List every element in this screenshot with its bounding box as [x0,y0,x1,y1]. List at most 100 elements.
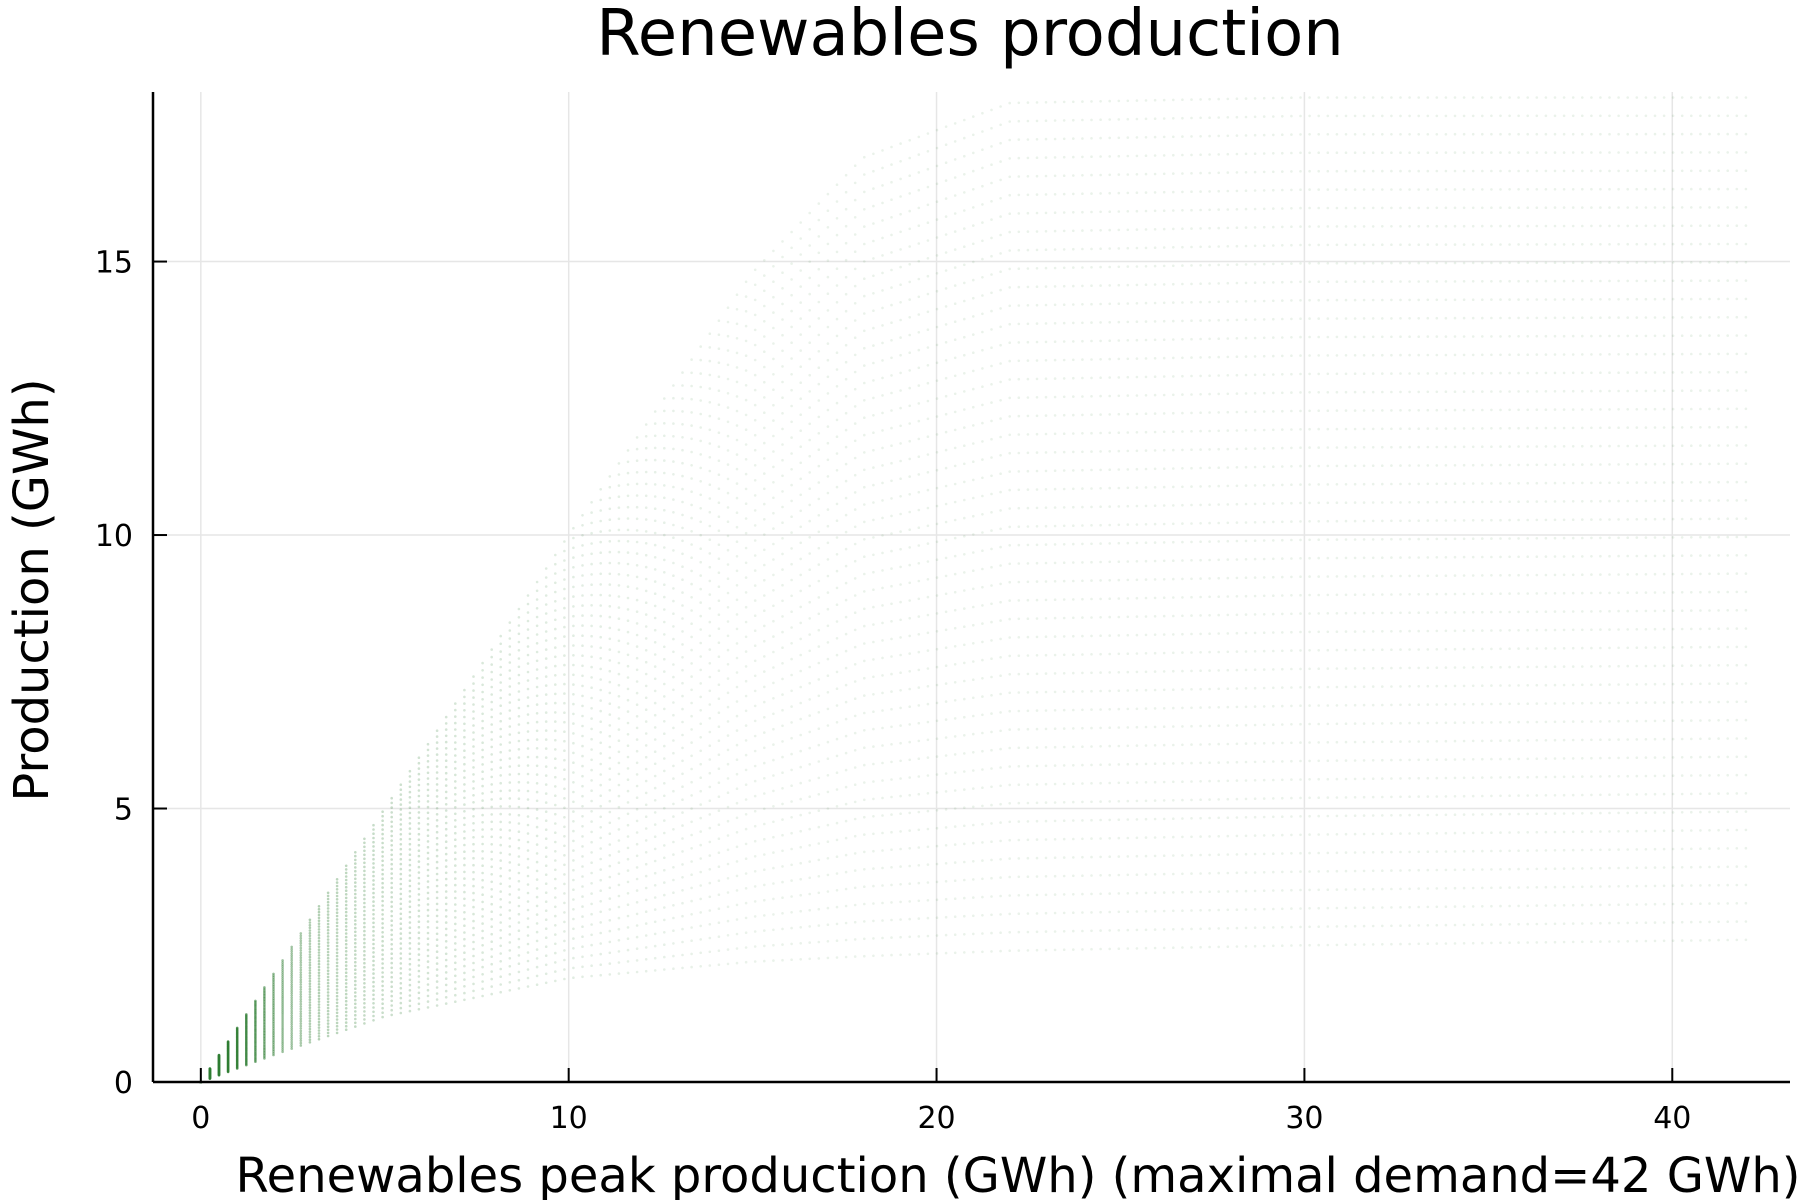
data-point [672,612,675,615]
data-point [663,819,666,822]
data-point [344,1028,348,1031]
data-point [844,683,848,687]
data-point [799,493,802,497]
data-point [663,595,666,599]
data-point [717,809,721,812]
data-point [963,914,966,918]
data-point [1072,174,1075,177]
data-point [481,907,484,911]
data-point [1053,156,1057,159]
data-point [472,822,475,825]
data-point [526,738,530,742]
data-point [790,847,793,851]
data-point [790,262,793,265]
data-point [772,959,775,962]
data-point [1035,856,1039,860]
data-point [899,741,902,745]
data-point [717,431,721,435]
data-point [326,991,330,994]
data-point [863,190,866,194]
data-point [381,980,384,983]
data-point [835,301,839,304]
data-point [408,801,412,804]
data-point [763,380,766,384]
data-point [908,156,911,160]
data-point [844,598,848,602]
data-point [826,607,830,611]
data-point [853,920,857,924]
data-point [690,913,693,916]
data-point [890,497,893,500]
data-point [308,947,312,951]
data-point [326,966,330,969]
data-point [472,717,475,720]
data-point [599,709,602,713]
data-point [899,424,902,428]
data-point [1044,746,1048,749]
data-point [508,653,512,656]
data-point [617,706,621,709]
data-point [326,944,330,947]
data-point [699,965,702,968]
data-point [781,458,784,462]
data-point [1099,210,1102,214]
data-point [1044,543,1048,546]
data-point [508,933,512,936]
data-point [726,919,730,923]
data-point [463,769,466,773]
data-point [335,1001,339,1005]
data-point [744,753,748,757]
data-point [581,514,584,517]
data-point [890,567,893,570]
data-point [635,459,639,463]
data-point [417,942,421,945]
data-point [435,932,439,936]
data-point [508,949,512,952]
data-point [653,908,657,911]
data-point [844,547,848,551]
data-point [790,657,793,661]
data-point [572,927,575,931]
data-point [399,833,403,836]
data-point [781,380,784,384]
data-point [999,197,1002,200]
data-point [1126,394,1130,397]
data-point [899,301,902,304]
data-point [853,800,857,804]
data-point [1053,377,1057,380]
data-point [853,611,857,614]
data-point [499,929,503,932]
data-point [763,959,766,963]
data-point [653,884,657,887]
data-point [881,166,884,170]
data-point [753,448,757,452]
data-point [990,346,993,350]
data-point [735,540,739,543]
data-point [763,898,766,902]
data-point [790,483,793,487]
data-point [481,987,484,991]
data-point [1008,544,1011,547]
data-point [853,628,857,632]
data-point [644,815,648,818]
data-point [890,795,893,799]
data-point [908,599,911,602]
data-point [981,312,984,316]
data-point [917,917,921,920]
data-point [1090,376,1093,380]
data-point [490,648,494,651]
data-point [572,800,575,804]
data-point [590,737,593,741]
data-point [572,966,575,970]
data-point [799,477,802,481]
data-point [1117,689,1121,692]
data-point [526,900,530,903]
data-point [617,683,621,687]
data-point [1153,320,1157,323]
data-point [690,397,693,401]
data-point [544,621,548,624]
data-point [490,685,494,689]
data-point [763,320,766,323]
data-point [908,262,911,266]
data-point [544,927,548,930]
